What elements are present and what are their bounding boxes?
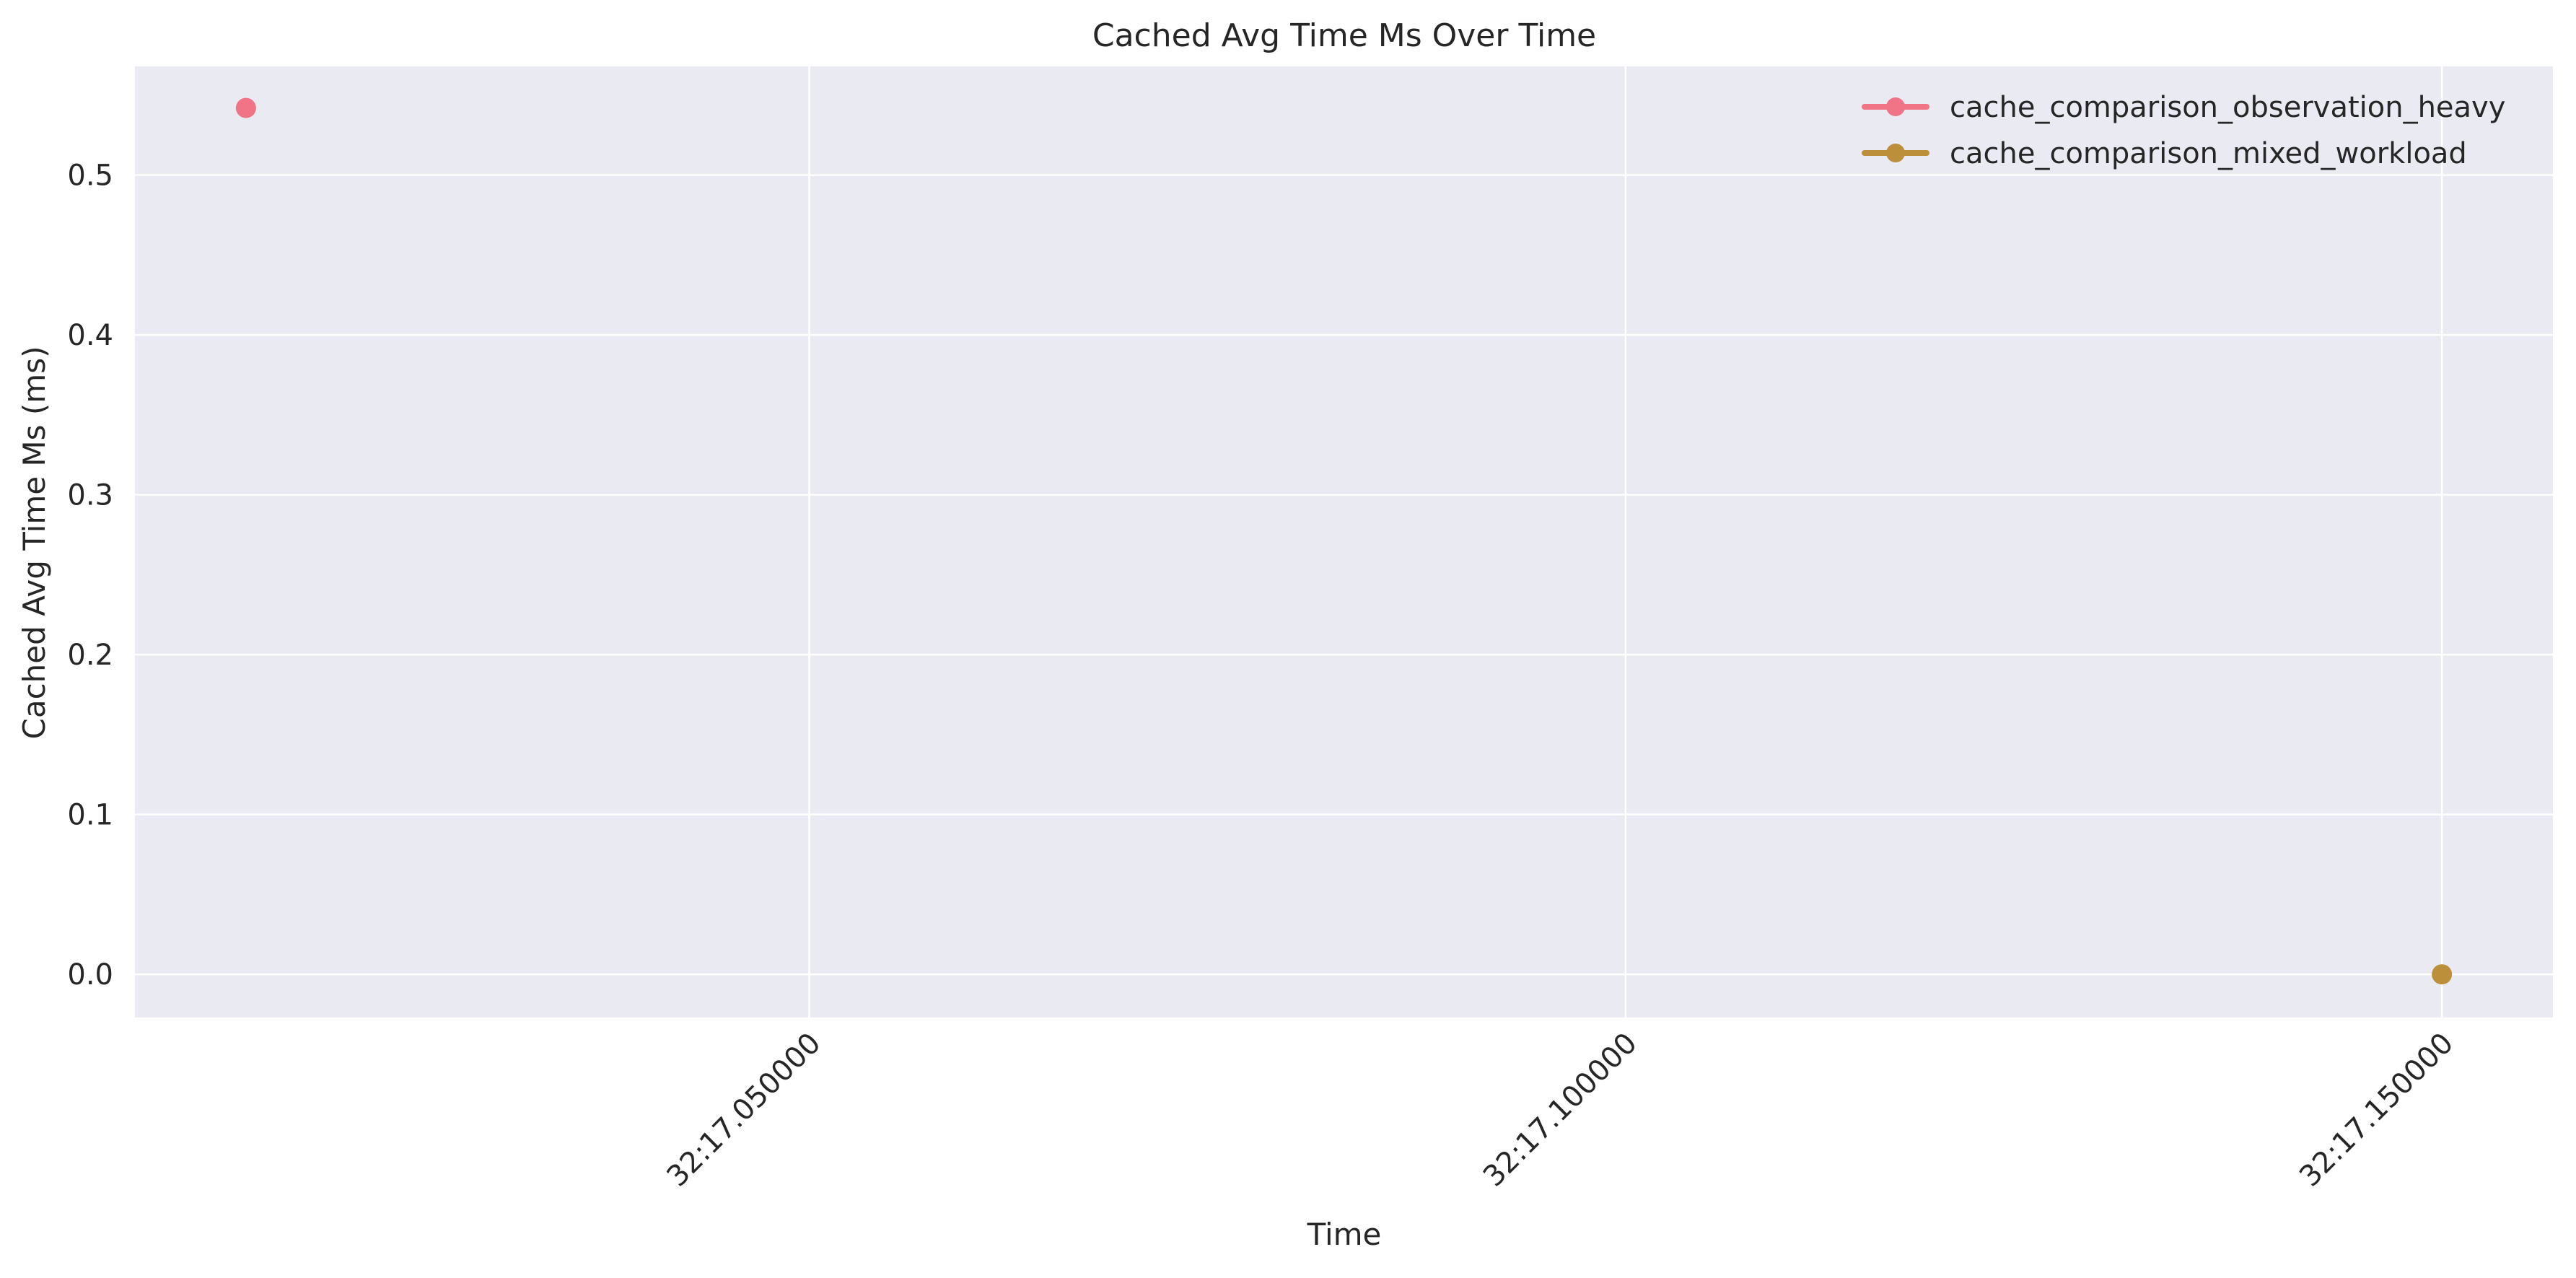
y-tick-label: 0.1 (67, 799, 113, 832)
legend-label-observation-heavy: cache_comparison_observation_heavy (1950, 91, 2505, 124)
legend-label-mixed-workload: cache_comparison_mixed_workload (1950, 137, 2467, 170)
y-axis-ticks: 0.0 0.1 0.2 0.3 0.4 0.5 (67, 159, 113, 992)
chart-title: Cached Avg Time Ms Over Time (1092, 17, 1596, 54)
x-tick-label: 32:17.050000 (661, 1027, 828, 1194)
legend-marker-observation-heavy (1886, 97, 1905, 116)
y-tick-label: 0.3 (67, 479, 113, 512)
plot-area (135, 66, 2553, 1017)
data-marks (235, 97, 2453, 985)
x-axis-label: Time (1307, 1217, 1382, 1252)
y-axis-label: Cached Avg Time Ms (ms) (17, 346, 52, 740)
y-tick-label: 0.5 (67, 159, 113, 193)
x-tick-label: 32:17.150000 (2293, 1027, 2460, 1194)
grid-lines (135, 66, 2553, 1017)
legend-entry: cache_comparison_observation_heavy (1862, 91, 2505, 124)
legend: cache_comparison_observation_heavy cache… (1862, 91, 2505, 170)
data-point (235, 97, 256, 118)
legend-marker-mixed-workload (1886, 144, 1905, 162)
legend-entry: cache_comparison_mixed_workload (1862, 137, 2467, 170)
y-tick-label: 0.4 (67, 319, 113, 352)
data-point (2432, 964, 2453, 985)
x-axis-ticks: 32:17.050000 32:17.100000 32:17.150000 (661, 1027, 2461, 1194)
y-tick-label: 0.2 (67, 639, 113, 672)
x-tick-label: 32:17.100000 (1477, 1027, 1644, 1194)
y-tick-label: 0.0 (67, 958, 113, 992)
